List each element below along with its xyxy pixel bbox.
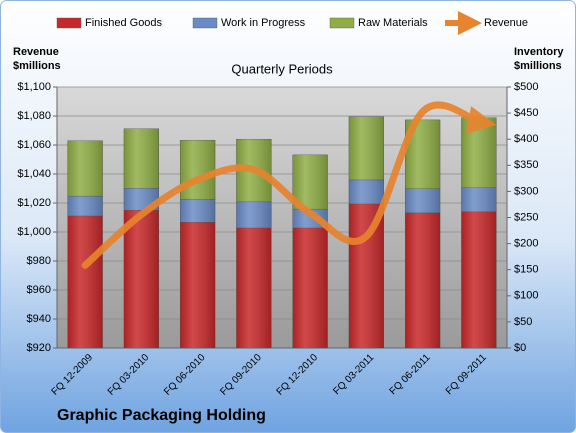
y2-tick-label: $100 [514, 290, 538, 302]
legend-swatch [192, 17, 218, 29]
legend-swatch [56, 17, 82, 29]
bar-shade [461, 187, 497, 212]
y2-axis-label: $millions [514, 60, 562, 72]
y2-tick-label: $200 [514, 238, 538, 250]
bar-shade [348, 203, 384, 348]
legend-label: Revenue [484, 17, 528, 29]
y2-tick-label: $250 [514, 211, 538, 223]
subtitle: Quarterly Periods [231, 61, 333, 76]
y-tick-label: $980 [27, 255, 51, 267]
bar-shade [67, 215, 103, 348]
y2-tick-label: $450 [514, 107, 538, 119]
bar-shade [123, 210, 159, 348]
y-tick-label: $960 [27, 284, 51, 296]
bar-segment [236, 138, 272, 203]
bar-segment [461, 117, 497, 188]
y2-tick-label: $300 [514, 185, 538, 197]
bar-shade [461, 211, 497, 348]
line [81, 101, 497, 269]
bar-segment [67, 140, 103, 197]
bar-segment [67, 195, 103, 217]
bar-shade [67, 196, 103, 216]
bar-shade [348, 116, 384, 180]
bar-segment [404, 212, 441, 349]
y2-tick-label: $50 [514, 316, 532, 328]
y-axis-label: $millions [13, 60, 61, 72]
y-tick-label: $1,060 [17, 139, 51, 151]
y-tick-label: $1,080 [17, 110, 51, 122]
y-tick-label: $1,000 [17, 226, 51, 238]
bar-segment [461, 187, 497, 212]
bar-segment [236, 227, 272, 349]
y2-tick-label: $0 [514, 342, 526, 354]
bar-segment [461, 211, 497, 349]
legend-swatch [329, 17, 355, 29]
bar-segment [179, 199, 216, 223]
bar-shade [236, 227, 272, 348]
bar-shade [180, 140, 216, 200]
legend-label: Finished Goods [85, 17, 163, 29]
y-tick-label: $920 [27, 342, 51, 354]
y2-tick-label: $500 [514, 81, 538, 93]
bar-segment [179, 221, 216, 349]
bar-segment [404, 188, 441, 214]
bar-segment [404, 119, 441, 189]
bar-segment [67, 215, 103, 349]
chart-title: Graphic Packaging Holding [57, 407, 266, 424]
bar-shade [292, 227, 328, 348]
y-tick-label: $1,100 [17, 81, 51, 93]
y2-axis-label: Inventory [514, 46, 564, 58]
bar-segment [292, 227, 328, 349]
bar-segment [348, 116, 385, 181]
legend-label: Work in Progress [221, 17, 306, 29]
y2-tick-label: $150 [514, 264, 538, 276]
bar-shade [180, 222, 216, 348]
bar-segment [236, 201, 272, 229]
bar-shade [405, 212, 441, 348]
y2-tick-label: $350 [514, 159, 538, 171]
bar-shade [123, 128, 159, 189]
y-axis-label: Revenue [13, 46, 59, 58]
legend-label: Raw Materials [358, 17, 428, 29]
bar-shade [180, 199, 216, 223]
bar-shade [461, 117, 497, 188]
y-tick-label: $940 [27, 313, 51, 325]
bar-segment [348, 203, 385, 349]
bar-segment [123, 128, 160, 189]
y-tick-label: $1,040 [17, 168, 51, 180]
y2-tick-label: $400 [514, 133, 538, 145]
bar-shade [236, 201, 272, 228]
bar-shade [405, 188, 441, 213]
bar-segment [179, 140, 216, 200]
bar-shade [348, 179, 384, 204]
bar-segment [348, 179, 385, 205]
bar-segment [123, 209, 160, 349]
bar-shade [67, 140, 103, 197]
y-tick-label: $1,020 [17, 197, 51, 209]
